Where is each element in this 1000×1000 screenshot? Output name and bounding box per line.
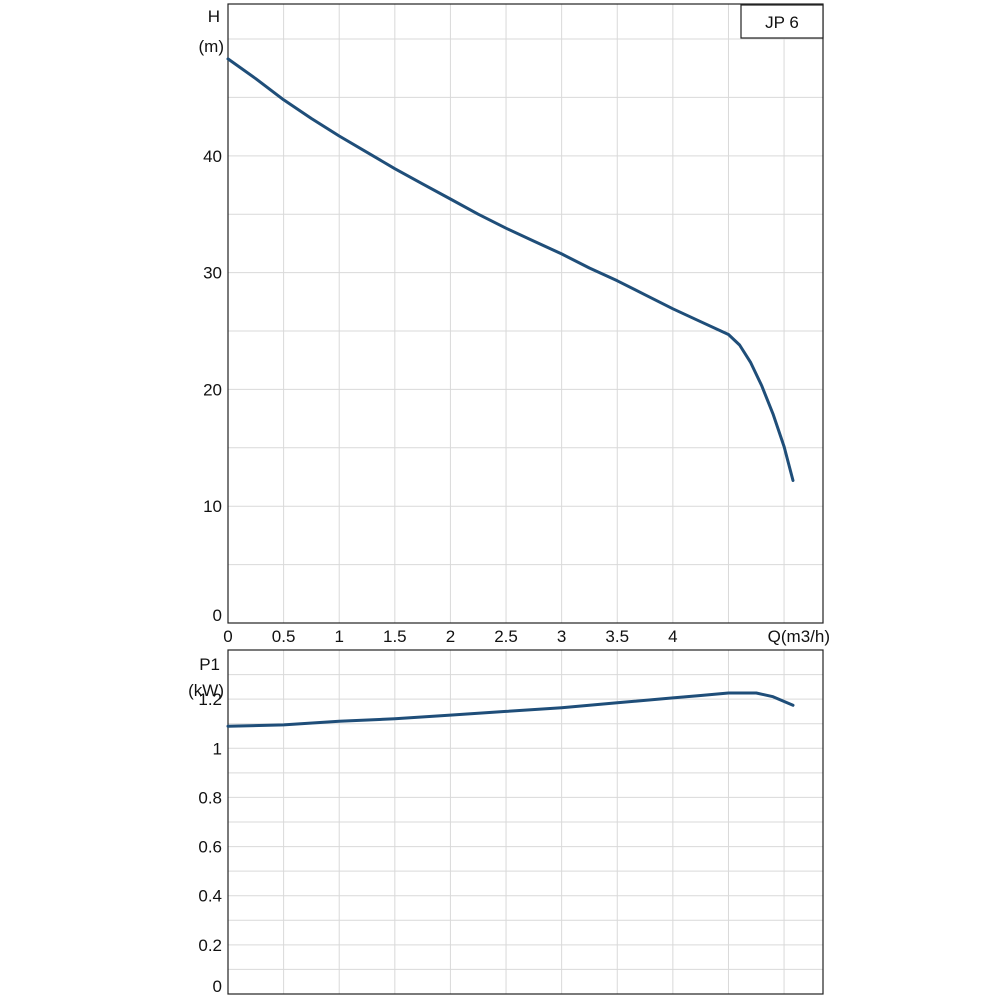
head-x-tick-label: 3.5 — [605, 627, 629, 646]
head-x-axis-label: Q(m3/h) — [768, 627, 830, 646]
power-y-axis-label: P1 — [199, 655, 220, 674]
head-x-tick-label: 0.5 — [272, 627, 296, 646]
chart-title-box — [740, 4, 824, 39]
head-x-tick-label: 2 — [446, 627, 455, 646]
power-chart-panel: 0 0.2 0.4 0.6 0.8 1 1.2 P1 (kW) — [188, 649, 824, 996]
head-x-tick-label: 4 — [668, 627, 677, 646]
head-y-axis-label: H — [208, 7, 220, 26]
power-y-tick-label: 0.6 — [198, 838, 222, 857]
power-y-tick-label: 0.4 — [198, 887, 222, 906]
power-y-tick-label: 0 — [213, 977, 222, 996]
power-y-tick-label: 0.2 — [198, 936, 222, 955]
power-y-tick-label: 1.2 — [198, 690, 222, 709]
head-x-tick-label: 1.5 — [383, 627, 407, 646]
head-y-tick-label: 20 — [203, 380, 222, 399]
head-y-tick-label: 0 — [213, 606, 222, 625]
head-y-tick-label: 30 — [203, 264, 222, 283]
power-y-tick-label: 1 — [213, 739, 222, 758]
head-x-tick-label: 3 — [557, 627, 566, 646]
power-curve-line — [226, 691, 795, 728]
head-curve-line — [226, 57, 795, 482]
power-plot-frame — [227, 649, 824, 995]
power-y-tick-label: 0.8 — [198, 788, 222, 807]
power-y-axis-unit: (kW) — [188, 681, 224, 700]
head-y-tick-label: 40 — [203, 147, 222, 166]
head-y-tick-label: 10 — [203, 497, 222, 516]
head-x-tick-label: 0 — [223, 627, 232, 646]
head-plot-frame — [227, 3, 824, 624]
head-chart-panel: 0 10 20 30 40 H (m) 0 0.5 1 1.5 2 2.5 3 3.5 4 Q(m3/h) JP … — [199, 3, 830, 646]
head-y-axis-unit: (m) — [199, 37, 224, 56]
head-x-tick-label: 2.5 — [494, 627, 518, 646]
head-x-tick-label: 1 — [334, 627, 343, 646]
chart-title: JP 6 — [765, 13, 799, 32]
